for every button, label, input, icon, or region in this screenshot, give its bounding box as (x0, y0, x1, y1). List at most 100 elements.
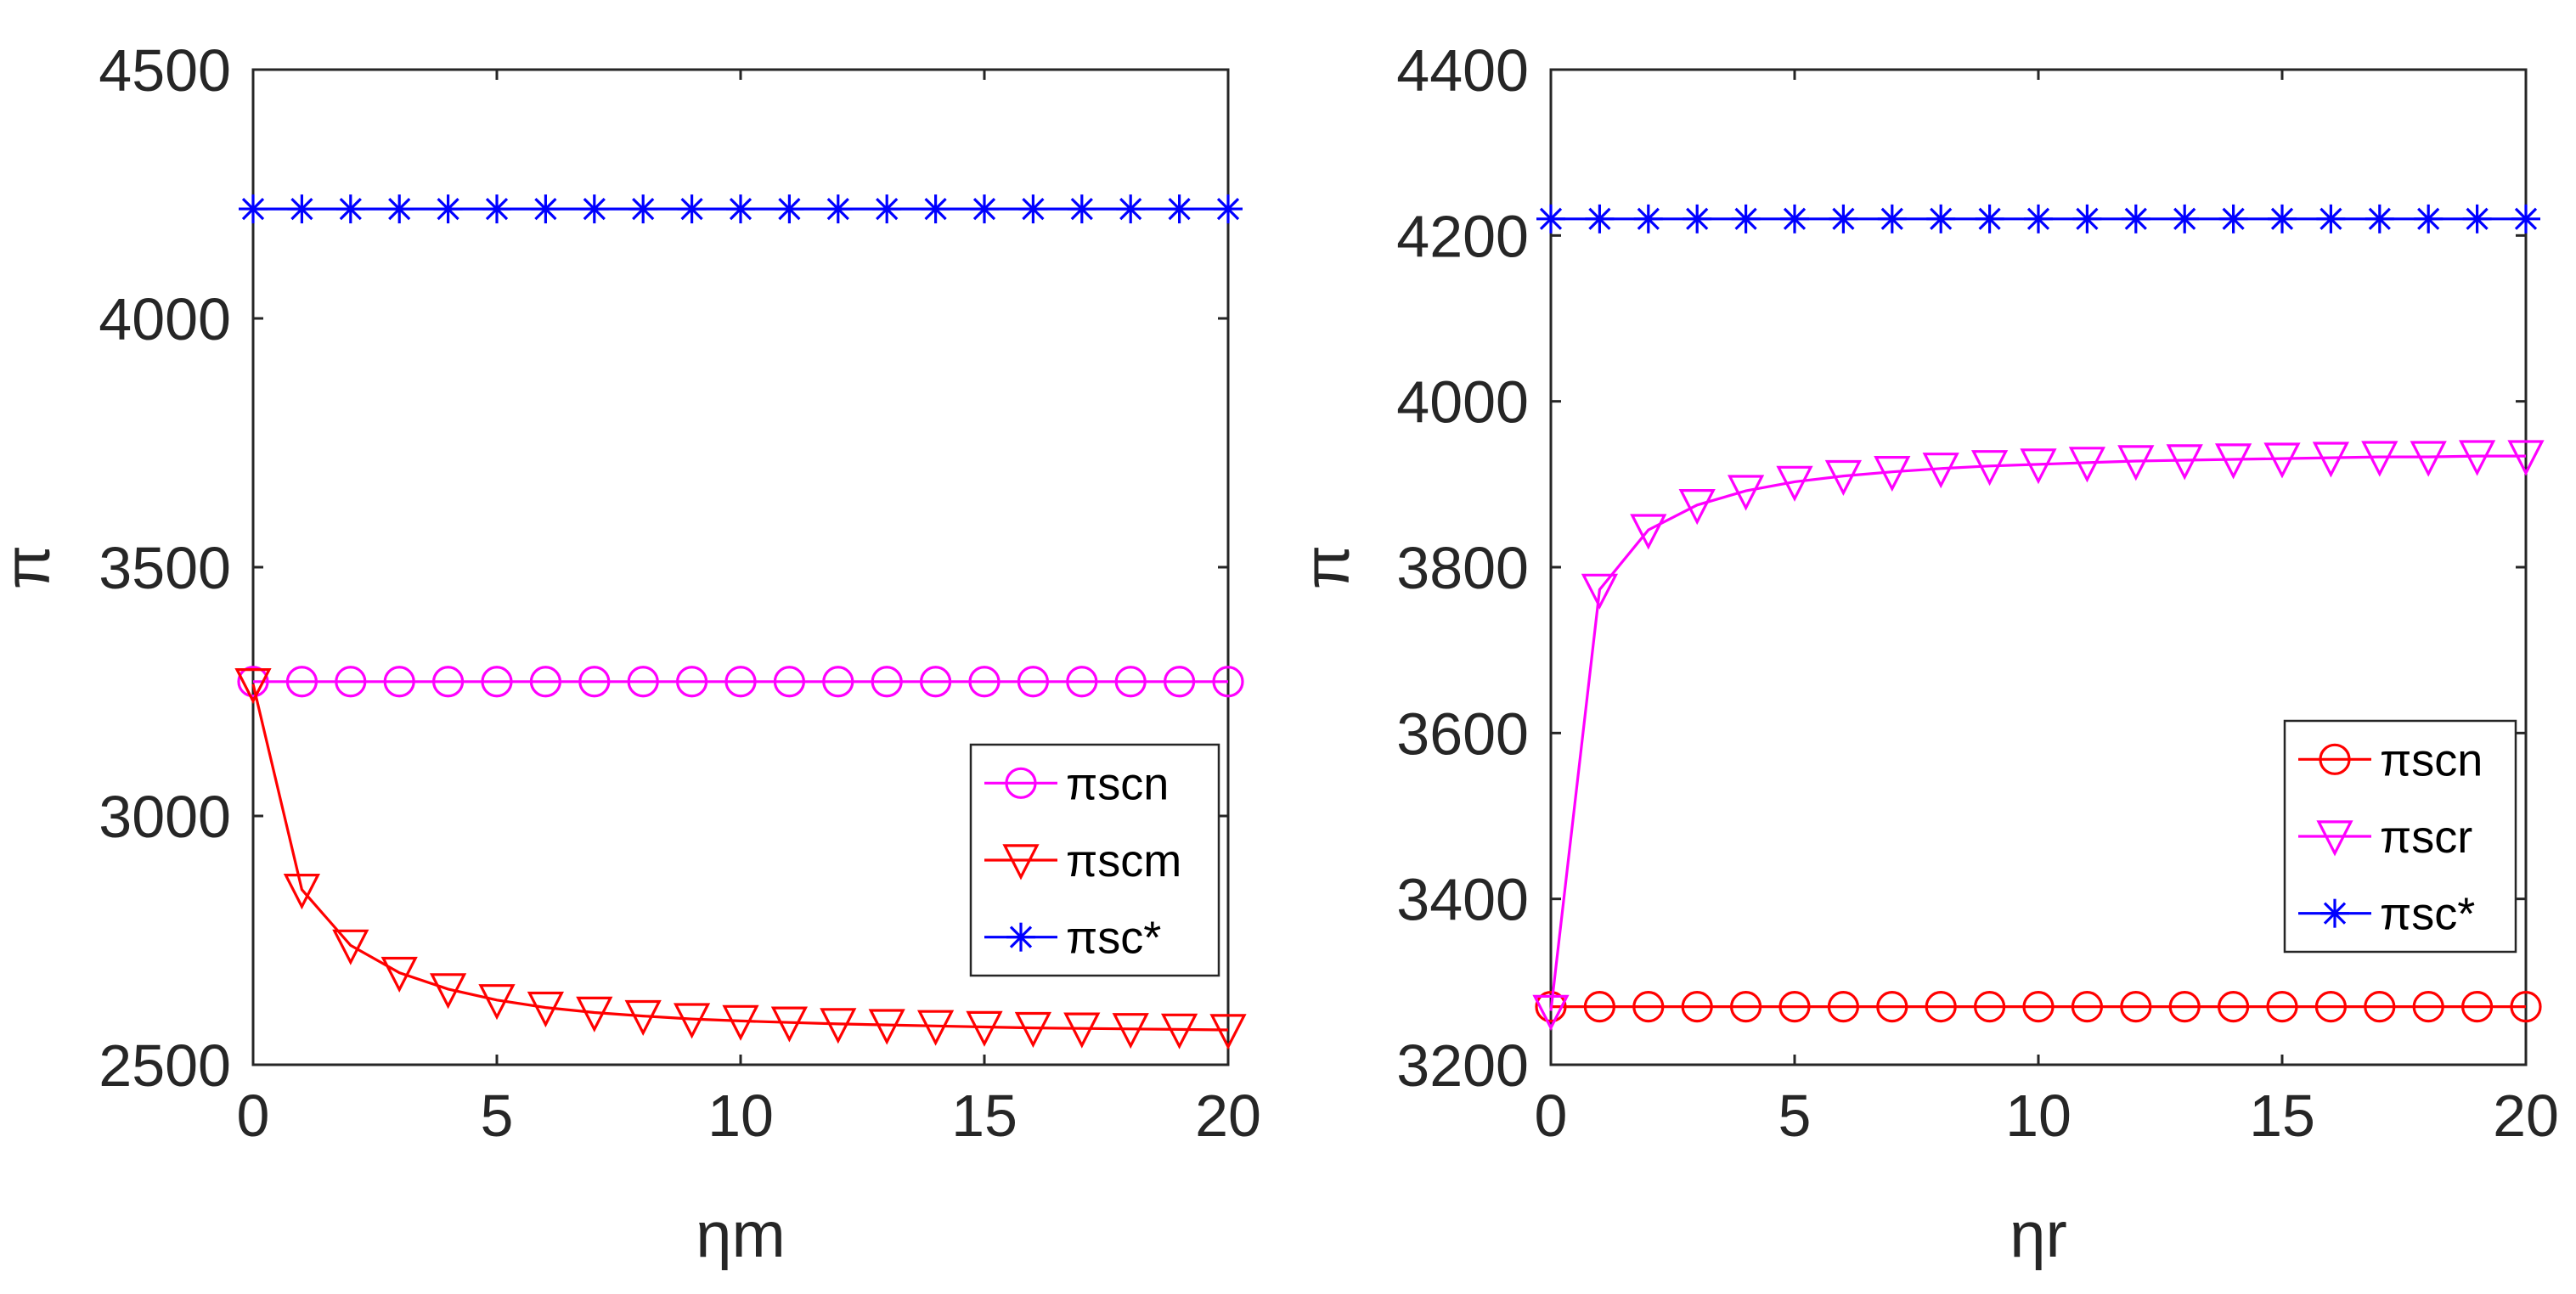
chart2-series-2-point-shape (2458, 440, 2496, 476)
chart1-series-1-point-shape (529, 666, 562, 698)
chart1-series-2-point (1209, 1014, 1247, 1050)
chart2-series-3-point-stroke-d2 (2368, 207, 2391, 230)
chart1-legend-label: πscm (1066, 835, 1181, 886)
chart1-series-2-point-shape (916, 1010, 955, 1046)
chart1-series-1-point-shape (1114, 666, 1147, 698)
chart2-series-1-point-shape (2168, 991, 2201, 1023)
chart1-series-2-point (966, 1010, 1003, 1047)
chart2-series-2-point (1874, 455, 1911, 492)
chart2-series-3-point (2316, 204, 2346, 233)
chart2-series-2-point (2020, 448, 2057, 485)
chart2-ytick-label: 3600 (1396, 700, 1529, 767)
chart1-series-1-point-shape (1017, 666, 1050, 698)
chart1-legend: πscn πscm πsc* (969, 743, 1220, 977)
chart1-series-3-point-stroke-d2 (1168, 197, 1191, 221)
chart1-series-2-point-shape (478, 984, 516, 1021)
left-chart-panel: 2500300035004000450005101520ηmππscnπscmπ… (0, 37, 1261, 1271)
chart1-series-3-point-stroke-d2 (680, 197, 703, 221)
chart2-series-3-point (2462, 204, 2492, 233)
chart1-series-3-point-stroke-d2 (534, 197, 557, 221)
chart2-xtick-label: 20 (2493, 1083, 2559, 1149)
chart1-series-3-point-stroke-d2 (924, 197, 947, 221)
chart1-series-2-point (380, 956, 418, 993)
chart2-series-2-point (2458, 440, 2496, 476)
chart2-series-3-point (1975, 204, 2004, 233)
chart1-legend-marker (1005, 767, 1037, 799)
chart1-series-3-point-stroke-d2 (485, 197, 509, 221)
chart2-series-3-point-stroke-d2 (2222, 207, 2245, 230)
chart1-series-2-point-shape (283, 873, 321, 910)
chart1-series-3-point-stroke-d2 (241, 197, 265, 221)
chart2-series-2-point (1776, 465, 1813, 502)
chart1-series-2-line (251, 684, 1229, 1032)
chart1-xlabel: ηm (696, 1199, 786, 1271)
chart1-legend-label: πscn (1066, 758, 1169, 809)
chart1-series-2-point-shape (966, 1010, 1003, 1047)
chart1-series-2-point (283, 873, 321, 910)
chart2-series-3-point (1780, 204, 1809, 233)
chart1-series-3-point-stroke-d2 (972, 197, 996, 221)
chart1-xtick-label: 5 (481, 1083, 514, 1149)
chart2-series-3-point (2218, 204, 2248, 233)
chart1-xtick-label: 20 (1195, 1083, 1261, 1149)
chart2-series-1-point (2120, 991, 2152, 1023)
chart2-series-3-point-stroke-d2 (1588, 207, 1611, 230)
chart2-ytick-label: 4400 (1396, 37, 1529, 104)
chart2-series-2-point-shape (2263, 442, 2301, 479)
chart1-series-1-point (431, 666, 465, 698)
chart1-series-1-point (481, 666, 513, 698)
chart2-series-3-point (1536, 204, 1565, 233)
chart2-xtick-label: 15 (2249, 1083, 2315, 1149)
chart1-series-1-point-shape (285, 666, 318, 698)
chart2-series-3-point (1683, 204, 1712, 233)
chart1-series-3-point (970, 194, 999, 224)
chart2-series-3-point (2024, 204, 2053, 233)
chart2-series-1-point (2071, 991, 2103, 1023)
chart1-series-2-point (868, 1009, 905, 1045)
chart2-series-3-point (1877, 204, 1907, 233)
chart2-series-2-point-shape (1922, 453, 1959, 489)
chart1-series-2-point-shape (1160, 1013, 1198, 1049)
chart1-series-2-point-shape (868, 1009, 905, 1045)
chart1-series-2-point (234, 667, 272, 705)
chart2-series-1-point-shape (2266, 991, 2298, 1023)
chart2-series-1-point (1681, 991, 1713, 1023)
chart1-legend-marker-shape (1002, 844, 1040, 880)
chart2-series-1-point (1925, 991, 1957, 1023)
chart1-series-2-point (429, 973, 467, 1010)
chart1-series-3-point (1116, 194, 1146, 224)
chart2-xtick-label: 10 (2005, 1083, 2072, 1149)
chart2-series-2-point-shape (2410, 441, 2447, 477)
chart1-series-2-point (624, 999, 662, 1037)
chart1-series-2-point-shape (673, 1003, 711, 1039)
chart1-series-1-point-shape (871, 666, 903, 698)
chart2-series-3-point-stroke-d2 (1783, 207, 1807, 230)
chart1-series-3-point (1214, 194, 1243, 224)
chart2-series-1-point (1535, 991, 1567, 1023)
chart2-series-3-point (2170, 204, 2200, 233)
chart1-series-1-point-shape (578, 666, 611, 698)
chart1-series-2-point-shape (1014, 1011, 1052, 1049)
chart1-series-3-point-stroke-d2 (729, 197, 753, 221)
chart1-series-2-point (527, 991, 565, 1028)
chart1-series-1-point (1066, 666, 1098, 698)
chart1-ytick-label: 2500 (99, 1032, 231, 1099)
chart2-series-2-point (1824, 459, 1863, 497)
chart2-series-3-point-stroke-d2 (1978, 207, 2001, 230)
chart2-series-2-point-shape (1581, 573, 1619, 610)
chart2-ytick-label: 3800 (1396, 535, 1529, 601)
chart2-series-2-point-shape (1727, 475, 1765, 511)
chart1-series-1-point-shape (431, 666, 465, 698)
chart2-series-3-point-stroke-d2 (2270, 207, 2294, 230)
chart1-series-2-point (673, 1003, 711, 1039)
chart1-series-2-point-shape (820, 1008, 857, 1044)
chart2-series-2-point (2068, 447, 2106, 483)
chart1-series-1-point-shape (237, 666, 269, 698)
chart2-legend-marker (2319, 743, 2351, 775)
chart2-series-3-point-stroke-d2 (1539, 207, 1563, 230)
chart1-series-3-point (335, 194, 365, 224)
chart1-series-1-point-shape (335, 666, 367, 698)
chart1-series-3-point-stroke-d2 (437, 197, 459, 221)
